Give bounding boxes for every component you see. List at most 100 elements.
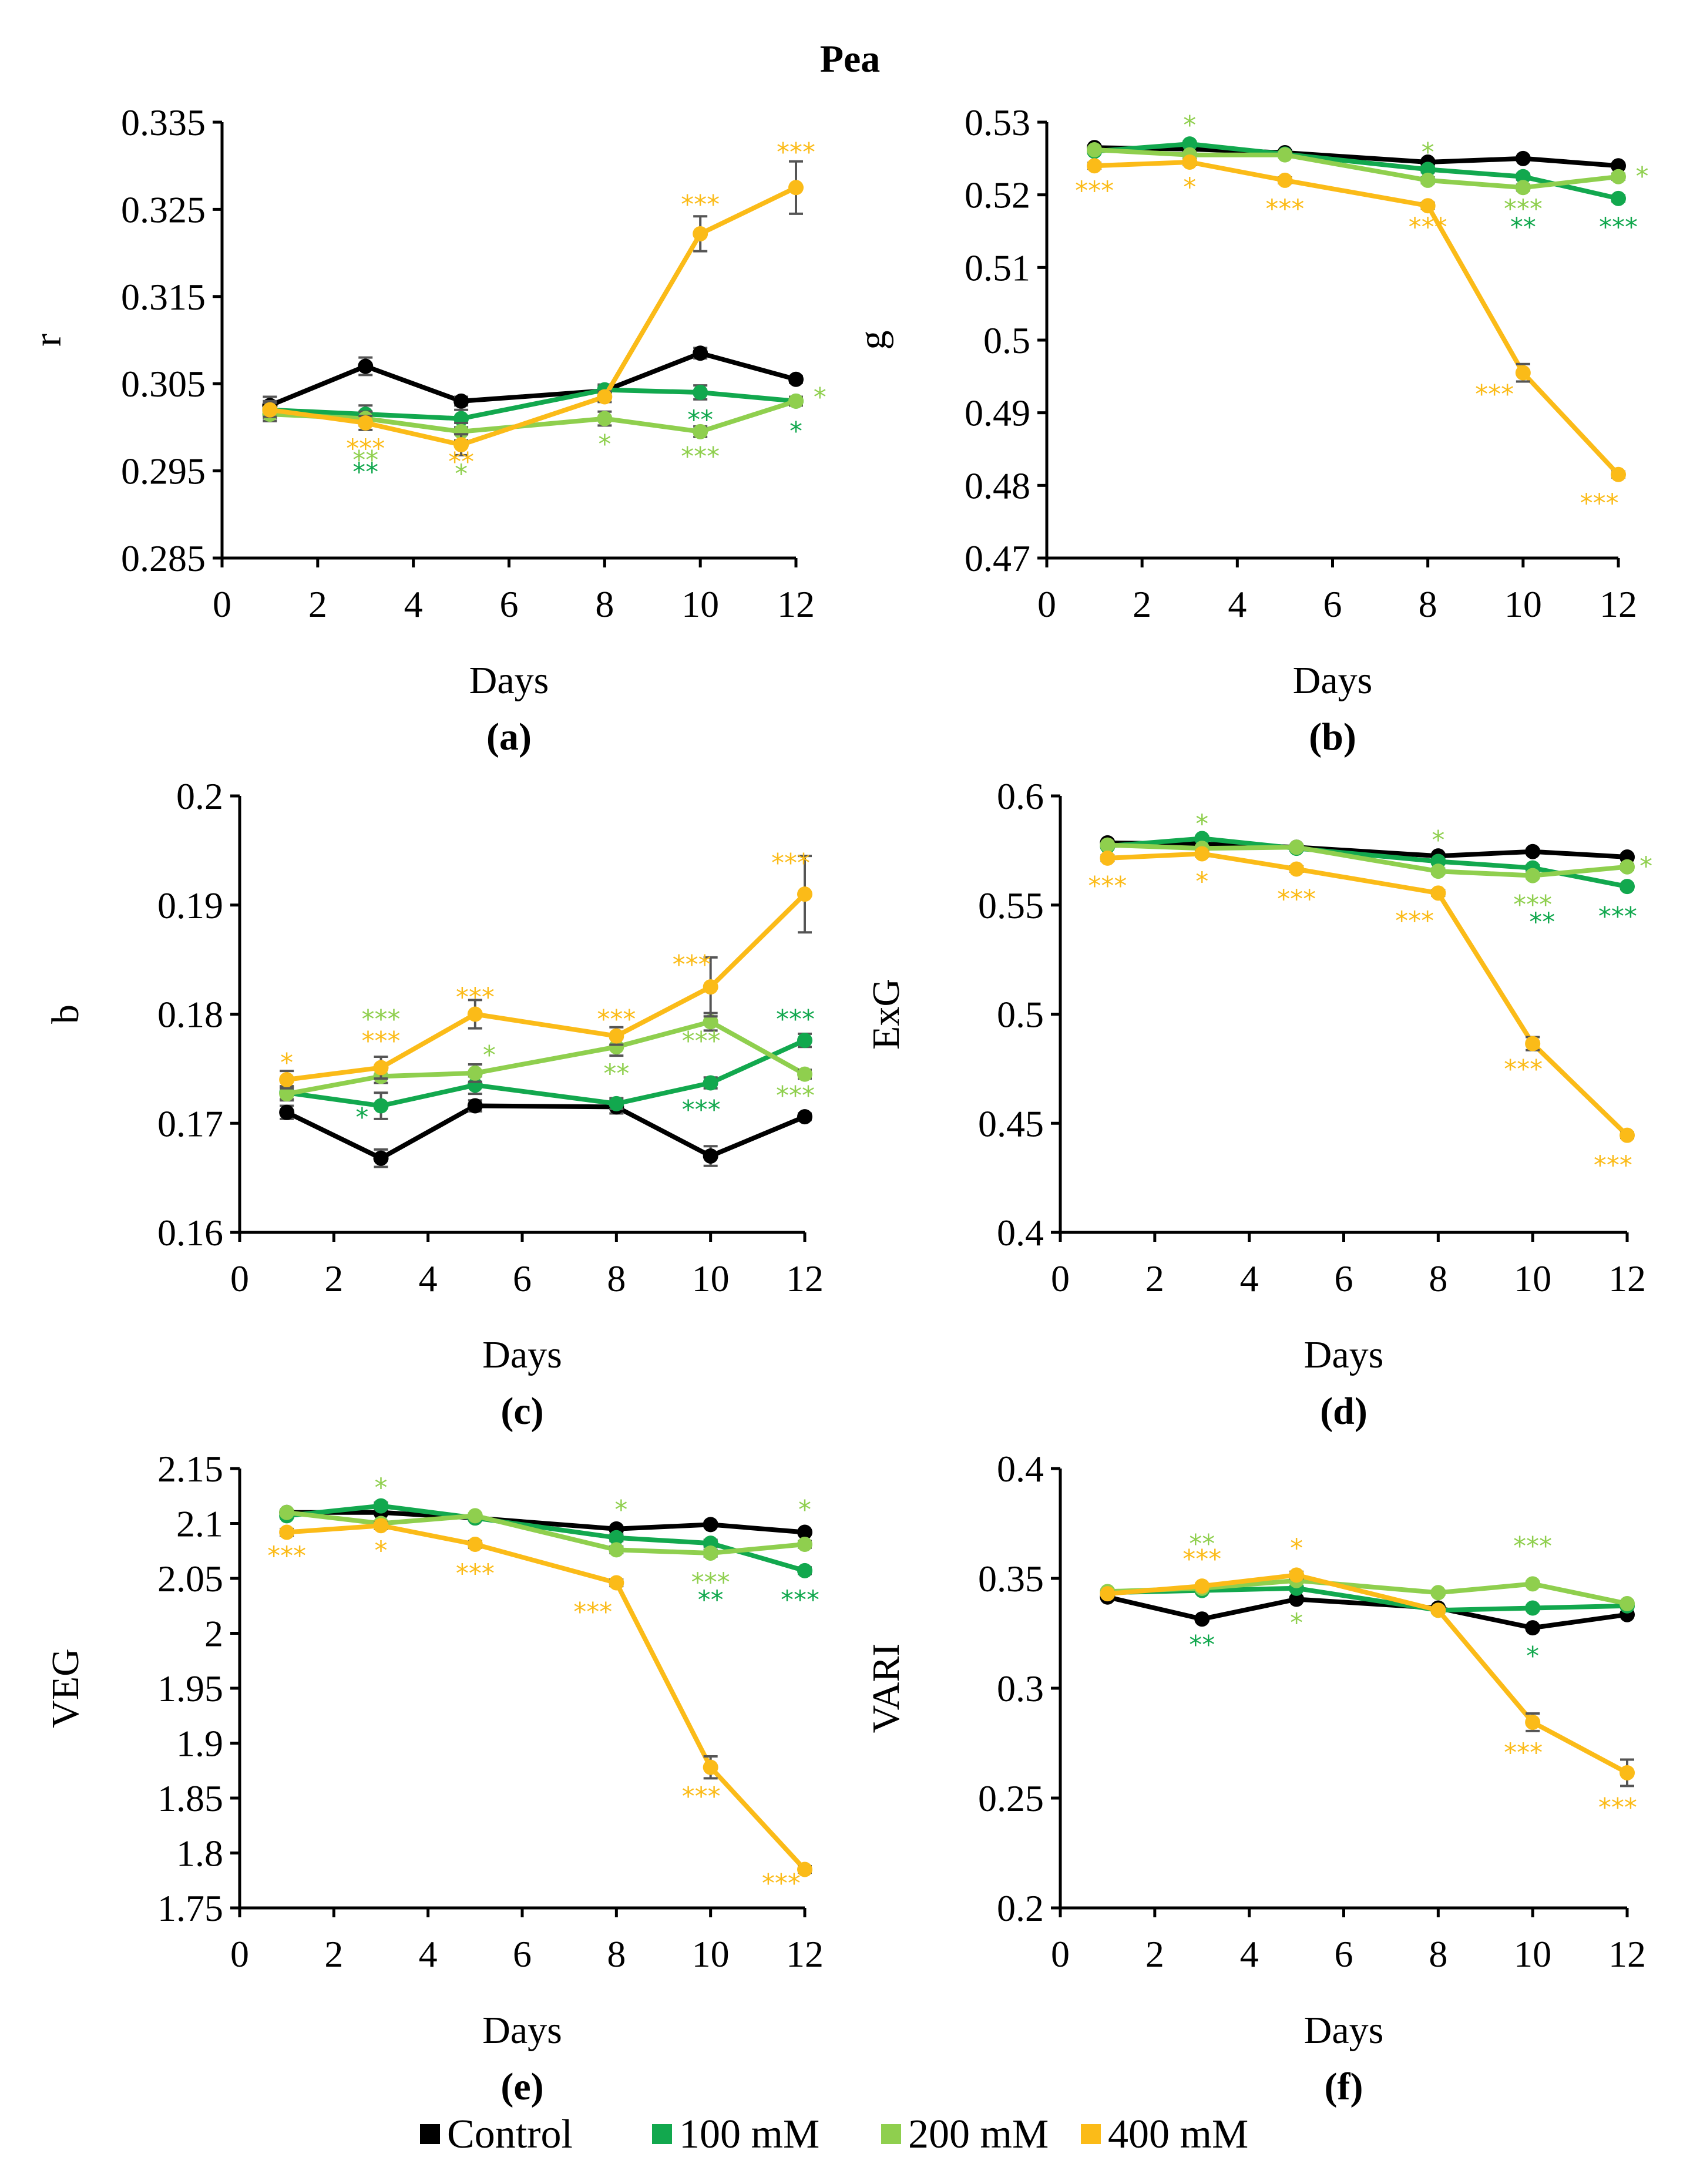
data-point: [1515, 365, 1531, 381]
data-point: [1087, 158, 1103, 174]
series-line: [286, 1019, 806, 1097]
x-tick-label: 6: [513, 1933, 532, 1975]
data-point: [373, 1498, 389, 1514]
legend-item-mM200: 200 mM: [881, 2112, 1049, 2157]
data-point: [1515, 180, 1531, 196]
series-line: [270, 399, 797, 434]
data-point: [1430, 863, 1446, 879]
data-point: [1515, 169, 1531, 184]
significance-label: ***: [1513, 890, 1552, 920]
series-line: [1107, 1573, 1628, 1775]
data-point: [1087, 142, 1103, 157]
data-point: [1430, 1602, 1446, 1618]
x-tick-label: 8: [1429, 1933, 1447, 1975]
data-point: [797, 1524, 812, 1540]
significance-label: *: [1639, 852, 1652, 882]
significance-label: *: [375, 1473, 388, 1503]
data-point: [1620, 879, 1635, 895]
data-point: [788, 180, 804, 196]
figure-title: Pea: [820, 38, 881, 80]
y-tick-label: 0.55: [978, 885, 1044, 926]
data-point: [279, 1524, 295, 1540]
significance-label: ***: [1088, 871, 1127, 901]
panel-label: (a): [486, 715, 532, 758]
data-point: [797, 1563, 812, 1578]
data-point: [609, 1530, 624, 1545]
series-mM100: [279, 1498, 812, 1578]
legend-swatch: [420, 2124, 440, 2144]
legend-label: 100 mM: [679, 2112, 819, 2157]
x-tick-label: 12: [1608, 1933, 1646, 1975]
legend-swatch: [1081, 2124, 1101, 2144]
data-point: [1100, 837, 1116, 853]
significance-label: **: [1529, 907, 1555, 937]
series-mM400: [1087, 154, 1626, 482]
y-tick-label: 0.19: [157, 885, 223, 926]
significance-label: ***: [681, 442, 720, 472]
data-point: [1430, 1585, 1446, 1601]
x-tick-label: 2: [1133, 583, 1151, 625]
panel-label: (e): [500, 2065, 543, 2108]
significance-label: *: [455, 459, 468, 489]
data-point: [703, 1545, 718, 1561]
data-point: [1194, 1578, 1210, 1594]
x-tick-label: 2: [324, 1933, 343, 1975]
x-tick-label: 10: [681, 583, 719, 625]
data-point: [1515, 150, 1531, 166]
y-tick-label: 2: [204, 1613, 223, 1655]
y-tick-label: 0.5: [997, 994, 1044, 1036]
y-tick-label: 0.5: [983, 320, 1030, 361]
significance-label: *: [789, 416, 802, 446]
data-point: [373, 1150, 389, 1166]
x-tick-label: 2: [1145, 1933, 1164, 1975]
y-tick-label: 0.305: [121, 363, 206, 405]
panel-label: (f): [1325, 2065, 1363, 2108]
series-line: [286, 892, 807, 1082]
x-tick-label: 6: [1323, 583, 1342, 625]
data-point: [1525, 844, 1541, 859]
x-tick-label: 4: [419, 1258, 438, 1299]
significance-label: ***: [1409, 212, 1447, 242]
y-tick-label: 1.85: [157, 1778, 223, 1819]
data-point: [693, 385, 708, 401]
x-tick-label: 2: [308, 583, 327, 625]
data-point: [1525, 1036, 1541, 1051]
x-tick-label: 0: [213, 583, 231, 625]
significance-label: ***: [781, 1585, 819, 1615]
series-line: [286, 1038, 806, 1108]
data-point: [788, 371, 804, 387]
legend-label: 400 mM: [1108, 2112, 1248, 2157]
series-line: [286, 1523, 807, 1871]
data-point: [609, 1542, 624, 1558]
data-point: [467, 1065, 483, 1081]
legend-swatch: [881, 2124, 901, 2144]
data-point: [797, 1109, 812, 1125]
significance-label: ***: [362, 1004, 401, 1034]
significance-label: **: [1189, 1630, 1215, 1660]
data-point: [1525, 1714, 1541, 1730]
significance-label: *: [614, 1495, 627, 1525]
x-tick-label: 10: [1504, 583, 1542, 625]
data-point: [1525, 1576, 1541, 1592]
significance-label: ***: [691, 1567, 730, 1597]
significance-label: ***: [1598, 902, 1637, 932]
series-control: [1100, 1589, 1635, 1636]
significance-label: **: [698, 1585, 724, 1615]
y-tick-label: 2.1: [176, 1503, 223, 1545]
series-line: [287, 1510, 805, 1535]
series-line: [1094, 145, 1619, 169]
data-point: [1420, 172, 1436, 188]
x-tick-label: 4: [419, 1933, 438, 1975]
series-mM100: [1087, 136, 1626, 206]
y-tick-label: 1.8: [176, 1833, 223, 1874]
y-tick-label: 0.335: [121, 102, 206, 143]
data-point: [467, 1508, 483, 1524]
significance-label: ***: [1277, 884, 1316, 914]
data-point: [693, 226, 708, 241]
y-axis-title: g: [851, 331, 894, 350]
data-point: [467, 1098, 483, 1114]
panel-label: (c): [500, 1390, 543, 1433]
data-point: [693, 345, 708, 361]
data-point: [262, 402, 278, 418]
significance-label: ***: [673, 950, 711, 980]
